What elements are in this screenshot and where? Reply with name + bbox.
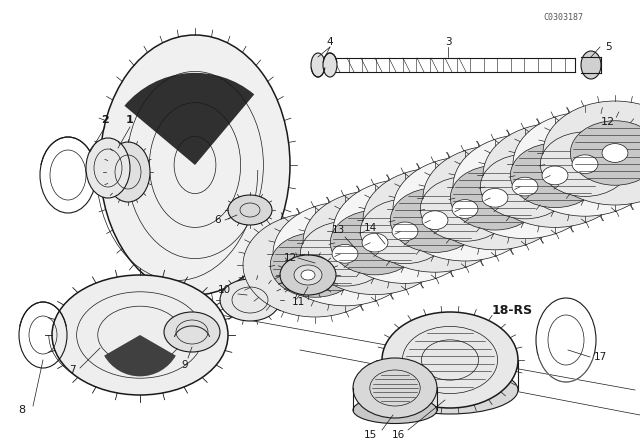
- Ellipse shape: [164, 312, 220, 352]
- Ellipse shape: [382, 312, 518, 408]
- Text: 3: 3: [445, 37, 451, 47]
- Text: 10: 10: [218, 285, 230, 295]
- Wedge shape: [124, 73, 254, 165]
- Ellipse shape: [228, 195, 272, 225]
- Text: 8: 8: [19, 405, 26, 415]
- Ellipse shape: [243, 213, 387, 317]
- Text: 14: 14: [364, 223, 376, 233]
- Ellipse shape: [301, 270, 315, 280]
- Ellipse shape: [453, 134, 597, 239]
- Text: 6: 6: [214, 215, 221, 225]
- Ellipse shape: [360, 199, 450, 263]
- Text: 12: 12: [601, 117, 615, 127]
- Ellipse shape: [382, 366, 518, 414]
- Text: 18-RS: 18-RS: [492, 303, 532, 316]
- Ellipse shape: [311, 53, 325, 77]
- Ellipse shape: [294, 265, 322, 285]
- Ellipse shape: [303, 190, 447, 295]
- Ellipse shape: [602, 144, 628, 162]
- Ellipse shape: [323, 53, 337, 77]
- Ellipse shape: [273, 202, 417, 306]
- Ellipse shape: [420, 177, 509, 241]
- Ellipse shape: [513, 112, 640, 216]
- Ellipse shape: [423, 146, 567, 250]
- Ellipse shape: [302, 256, 328, 274]
- Ellipse shape: [353, 358, 437, 418]
- Text: 2: 2: [101, 115, 109, 125]
- Ellipse shape: [581, 51, 601, 79]
- Text: 12: 12: [284, 253, 296, 263]
- Text: 1: 1: [126, 115, 134, 125]
- Text: 15: 15: [364, 430, 376, 440]
- Ellipse shape: [333, 179, 477, 284]
- Text: 13: 13: [332, 225, 344, 235]
- Ellipse shape: [270, 233, 360, 297]
- Ellipse shape: [512, 177, 538, 196]
- Text: 9: 9: [182, 360, 188, 370]
- Ellipse shape: [393, 157, 537, 261]
- Ellipse shape: [481, 155, 570, 219]
- Ellipse shape: [86, 138, 130, 198]
- Ellipse shape: [542, 166, 568, 185]
- Ellipse shape: [100, 35, 290, 295]
- Ellipse shape: [52, 275, 228, 395]
- Ellipse shape: [280, 255, 336, 295]
- Ellipse shape: [482, 189, 508, 207]
- Ellipse shape: [363, 168, 507, 272]
- Ellipse shape: [353, 396, 437, 423]
- Ellipse shape: [220, 279, 280, 321]
- Text: 4: 4: [326, 37, 333, 47]
- Ellipse shape: [422, 211, 448, 229]
- Ellipse shape: [572, 155, 598, 173]
- Ellipse shape: [540, 132, 630, 196]
- Ellipse shape: [390, 188, 479, 252]
- Text: 5: 5: [605, 42, 612, 52]
- Ellipse shape: [106, 142, 150, 202]
- Text: 16: 16: [392, 430, 404, 440]
- Ellipse shape: [483, 123, 627, 228]
- Text: 17: 17: [593, 352, 607, 362]
- Text: 11: 11: [291, 297, 305, 307]
- Text: 7: 7: [68, 365, 76, 375]
- Ellipse shape: [362, 233, 388, 252]
- Ellipse shape: [570, 121, 640, 185]
- Ellipse shape: [300, 222, 390, 286]
- Ellipse shape: [392, 222, 418, 241]
- Ellipse shape: [451, 166, 540, 230]
- Wedge shape: [104, 335, 176, 376]
- Ellipse shape: [332, 245, 358, 263]
- Ellipse shape: [452, 200, 478, 218]
- Ellipse shape: [543, 101, 640, 205]
- Ellipse shape: [510, 143, 600, 207]
- Text: C0303187: C0303187: [543, 13, 583, 22]
- Ellipse shape: [330, 211, 420, 275]
